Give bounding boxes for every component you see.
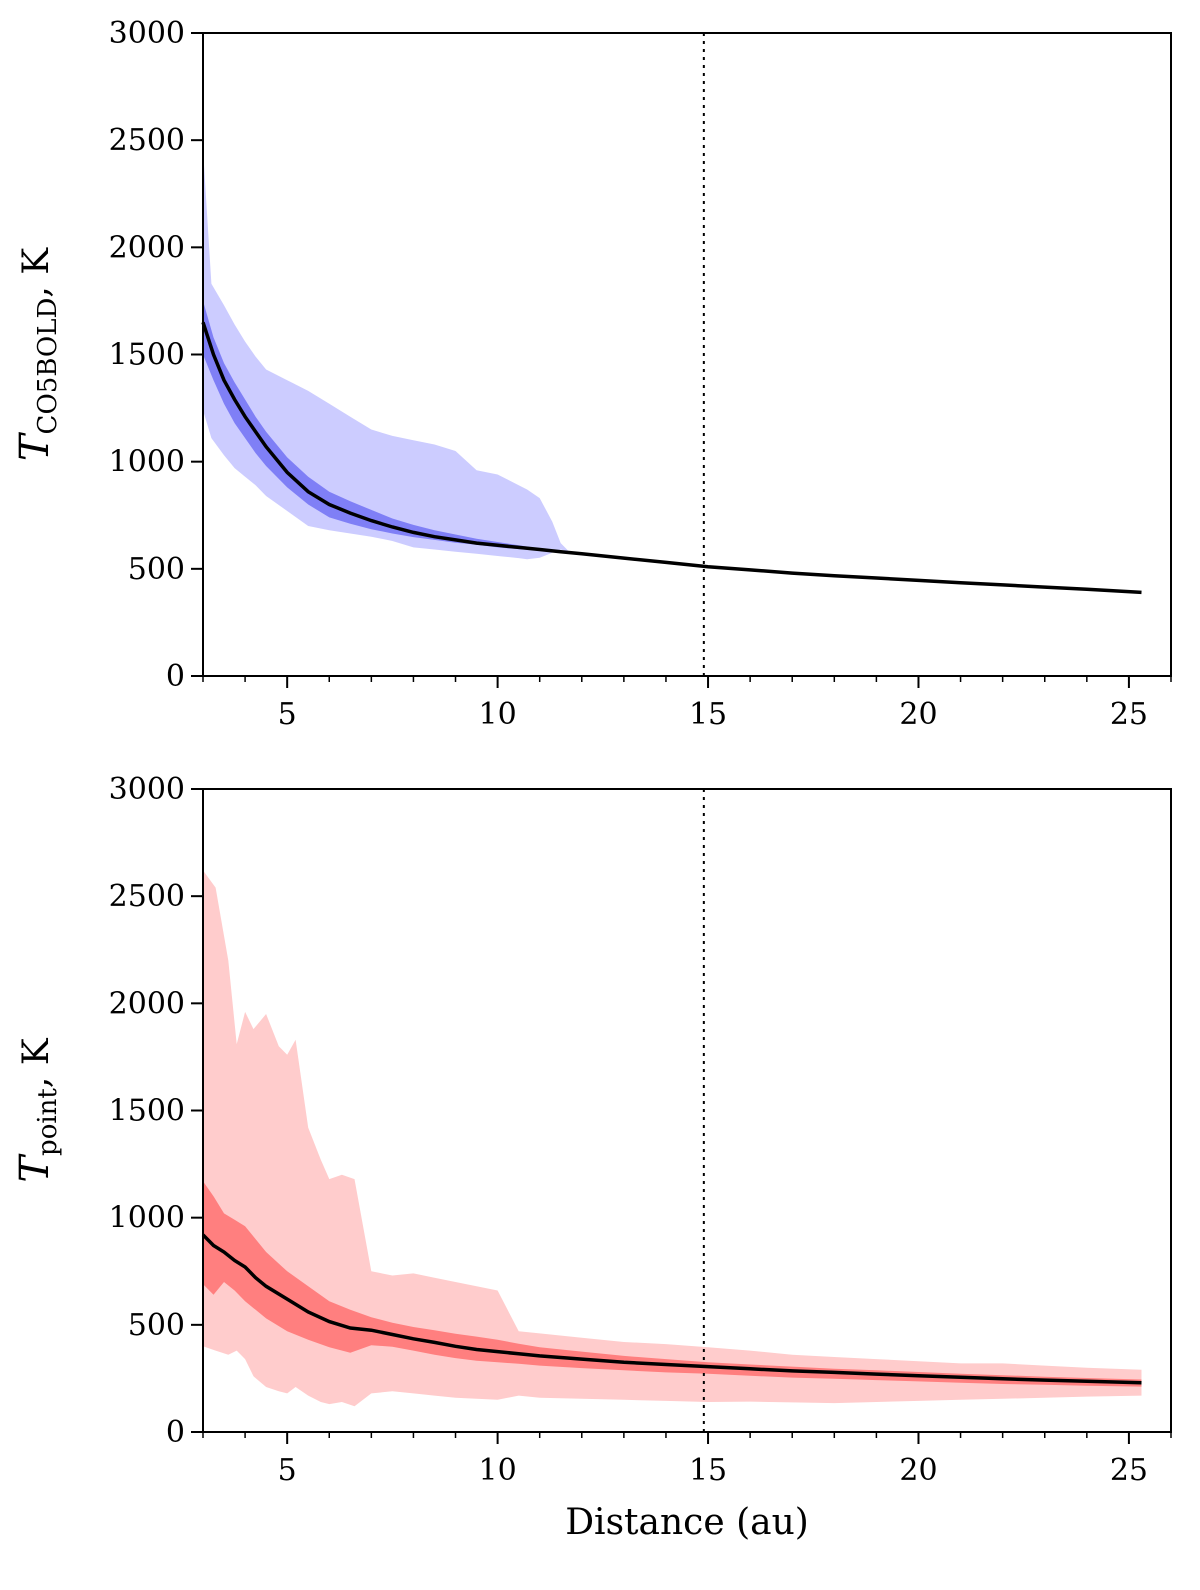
- y-tick-label: 2500: [109, 123, 185, 158]
- y-axis-label: TCO5BOLD, K: [12, 247, 63, 461]
- inner-range-band: [203, 1181, 1142, 1387]
- x-tick-label: 10: [479, 697, 517, 732]
- y-tick-label: 2000: [109, 230, 185, 265]
- x-tick-label: 25: [1110, 697, 1148, 732]
- y-tick-label: 1000: [109, 445, 185, 480]
- y-tick-label: 2000: [109, 986, 185, 1021]
- plot-frame: [202, 32, 1172, 677]
- outer-range-band: [203, 148, 570, 560]
- x-tick-label: 15: [689, 1453, 727, 1488]
- x-tick-label: 15: [689, 697, 727, 732]
- y-tick-label: 3000: [109, 16, 185, 51]
- y-tick-label: 2500: [109, 879, 185, 914]
- y-tick-label: 0: [166, 659, 185, 694]
- median-line: [201, 321, 1142, 595]
- median-line: [201, 1233, 1142, 1385]
- panel-bottom: 5 10 15 20 25 0 500 1000 1500 2000 2500 3000 Tpoint…: [12, 772, 1172, 1543]
- y-axis-label: Tpoint, K: [12, 1037, 63, 1182]
- y-tick-label: 1000: [109, 1201, 185, 1236]
- y-tick-label: 1500: [109, 338, 185, 373]
- y-tick-label: 500: [128, 552, 185, 587]
- x-tick-label: 20: [899, 1453, 937, 1488]
- y-tick-label: 3000: [109, 772, 185, 807]
- x-tick-label: 20: [899, 697, 937, 732]
- x-tick-label: 10: [479, 1453, 517, 1488]
- inner-range-band: [203, 300, 561, 553]
- y-tick-label: 500: [128, 1308, 185, 1343]
- y-tick-label: 1500: [109, 1094, 185, 1129]
- x-tick-label: 25: [1110, 1453, 1148, 1488]
- y-tick-label: 0: [166, 1415, 185, 1450]
- panel-top: 5 10 15 20 25 0 500 1000 1500 2000 2500 3000 TCO5BO…: [12, 16, 1172, 732]
- outer-range-band: [203, 870, 1142, 1407]
- x-axis-label: Distance (au): [565, 1502, 809, 1543]
- x-tick-label: 5: [278, 697, 297, 732]
- x-tick-label: 5: [278, 1453, 297, 1488]
